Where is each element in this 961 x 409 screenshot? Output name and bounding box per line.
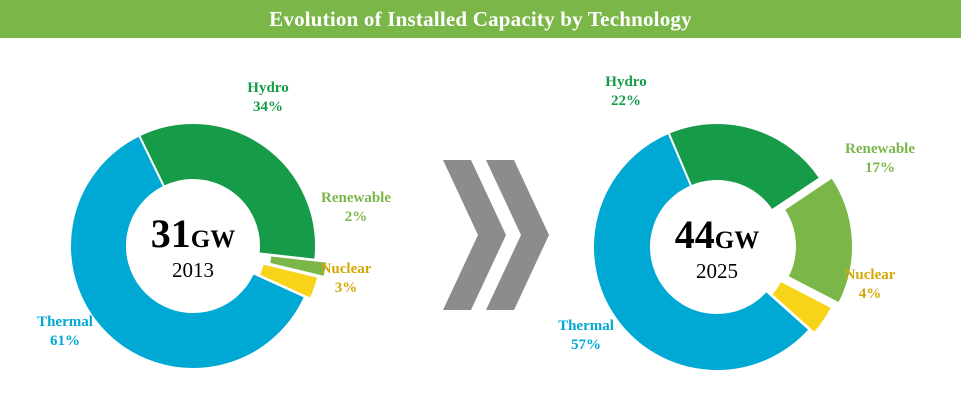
label-renewable: Renewable [321, 190, 391, 206]
label-renewable: Renewable [845, 141, 915, 157]
center-year: 2013 [172, 258, 214, 282]
label-thermal-percent: 61% [50, 333, 80, 349]
label-nuclear-percent: 4% [859, 286, 882, 302]
label-nuclear: Nuclear [845, 267, 896, 283]
center-value: 31 [151, 211, 191, 256]
label-hydro-percent: 34% [253, 99, 283, 115]
label-thermal-percent: 57% [571, 337, 601, 353]
title-banner: Evolution of Installed Capacity by Techn… [0, 0, 961, 38]
chart-title: Evolution of Installed Capacity by Techn… [269, 6, 692, 31]
center-total: 31GW [151, 211, 235, 256]
slice-thermal [592, 131, 811, 372]
label-thermal: Thermal [37, 314, 93, 330]
center-year: 2025 [696, 259, 738, 283]
center-unit: GW [715, 227, 759, 254]
chevron-2 [486, 160, 549, 310]
slice-renewable [267, 254, 329, 279]
label-hydro: Hydro [605, 74, 646, 90]
donut-chart-2013: Hydro 34% Renewable 2% Nuclear 3% Thermal 61% 31… [37, 80, 391, 370]
donut-chart-2025: Hydro 22% Renewable 17% Nuclear 4% Thermal 57% 4… [558, 74, 915, 372]
slice-renewable [782, 175, 854, 305]
label-thermal: Thermal [558, 318, 614, 334]
double-chevron-right-icon [443, 160, 549, 310]
label-renewable-percent: 17% [865, 160, 895, 176]
slice-hydro [667, 122, 822, 212]
label-renewable-percent: 2% [345, 209, 368, 225]
label-hydro: Hydro [247, 80, 288, 96]
label-hydro-percent: 22% [611, 93, 641, 109]
center-unit: GW [191, 226, 235, 253]
label-nuclear-percent: 3% [335, 280, 358, 296]
slice-thermal [69, 134, 307, 370]
chevron-1 [443, 160, 506, 310]
center-value: 44 [675, 212, 715, 257]
label-nuclear: Nuclear [321, 261, 372, 277]
center-total: 44GW [675, 212, 759, 257]
slice-hydro [137, 122, 317, 261]
charts-canvas: Hydro 34% Renewable 2% Nuclear 3% Thermal 61% 31… [37, 74, 915, 372]
